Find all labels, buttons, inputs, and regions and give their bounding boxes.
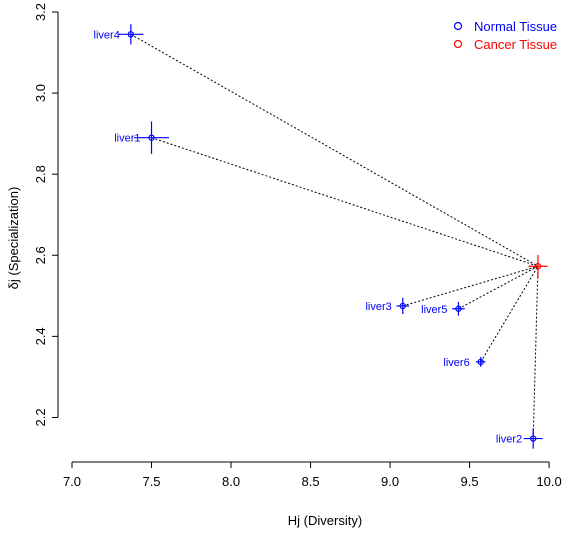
legend: Normal Tissue Cancer Tissue — [453, 19, 557, 52]
legend-label-cancer: Cancer Tissue — [474, 37, 557, 52]
point-label: liver1 — [114, 133, 140, 145]
connector-line — [151, 137, 539, 267]
x-tick-label: 9.0 — [381, 474, 399, 489]
legend-marker-cancer — [453, 39, 463, 49]
x-tick-label: 9.5 — [461, 474, 479, 489]
y-axis: 2.2 2.4 2.6 2.8 3.0 3.2 — [33, 3, 59, 426]
point-label: liver6 — [443, 357, 469, 369]
legend-marker-normal — [453, 21, 463, 31]
x-axis: 7.0 7.5 8.0 8.5 9.0 9.5 10.0 — [63, 461, 562, 489]
connector-line — [402, 265, 539, 307]
normal-point — [529, 435, 537, 442]
y-tick-label: 3.2 — [33, 3, 48, 21]
connector-line — [480, 265, 539, 363]
point-label: liver4 — [94, 29, 120, 41]
y-tick-label: 2.4 — [33, 327, 48, 345]
connector-lines — [130, 33, 539, 439]
x-tick-label: 10.0 — [536, 474, 561, 489]
x-tick-label: 8.5 — [302, 474, 320, 489]
cancer-point — [534, 263, 542, 270]
x-tick-label: 8.0 — [222, 474, 240, 489]
connector-line — [532, 266, 539, 439]
data-points — [127, 31, 542, 442]
x-tick-label: 7.5 — [142, 474, 160, 489]
legend-label-normal: Normal Tissue — [474, 19, 557, 34]
normal-point — [455, 305, 462, 312]
error-bars — [118, 24, 548, 449]
plot-frame — [72, 12, 576, 458]
point-labels: liver4 liver1 liver3 liver5 liver6 liver2 — [94, 29, 523, 445]
x-tick-label: 7.0 — [63, 474, 81, 489]
normal-point — [477, 358, 484, 366]
y-tick-label: 2.2 — [33, 408, 48, 426]
connector-line — [130, 33, 539, 267]
x-axis-label: Hj (Diversity) — [288, 513, 362, 528]
y-axis-label: δj (Specialization) — [6, 187, 21, 290]
point-label: liver2 — [496, 434, 522, 446]
normal-point — [127, 31, 135, 38]
point-label: liver3 — [365, 301, 391, 313]
y-tick-label: 2.8 — [33, 165, 48, 183]
y-tick-label: 3.0 — [33, 84, 48, 102]
normal-point — [399, 302, 406, 310]
point-label: liver5 — [421, 304, 447, 316]
connector-line — [458, 265, 539, 310]
y-tick-label: 2.6 — [33, 246, 48, 264]
normal-point — [148, 134, 155, 141]
